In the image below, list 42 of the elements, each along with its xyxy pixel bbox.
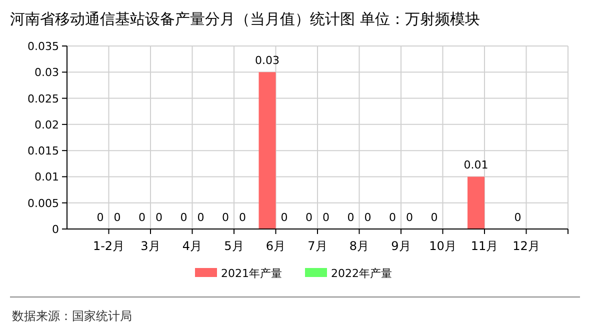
x-tick-label: 7月 bbox=[308, 239, 328, 253]
data-label: 0.01 bbox=[464, 158, 488, 172]
data-label: 0 bbox=[96, 211, 104, 224]
data-label: 0 bbox=[306, 211, 312, 224]
x-tick-label: 11月 bbox=[470, 239, 498, 253]
data-label: 0 bbox=[322, 211, 330, 224]
data-label: 0 bbox=[222, 211, 229, 224]
x-tick-label: 10月 bbox=[429, 239, 456, 253]
data-label: 0 bbox=[156, 211, 162, 224]
x-tick-label: 4月 bbox=[182, 239, 202, 253]
chart-title: 河南省移动通信基站设备产量分月（当月值）统计图 单位：万射频模块 bbox=[10, 10, 480, 28]
data-label: 0 bbox=[197, 211, 204, 224]
data-label: 0 bbox=[114, 211, 121, 224]
data-label: 0.03 bbox=[255, 54, 280, 68]
y-tick-label: 0.025 bbox=[28, 92, 59, 106]
legend-label: 2022年产量 bbox=[331, 267, 392, 280]
x-tick-label: 3月 bbox=[140, 239, 160, 253]
x-tick-label: 5月 bbox=[224, 239, 244, 253]
data-label: 0 bbox=[347, 211, 354, 224]
x-tick-label: 9月 bbox=[391, 239, 411, 253]
data-label: 0 bbox=[180, 211, 188, 224]
y-tick-label: 0.01 bbox=[34, 170, 59, 184]
x-tick-label: 8月 bbox=[349, 239, 370, 253]
x-tick-label: 1-2月 bbox=[92, 239, 125, 253]
y-tick-label: 0.035 bbox=[28, 40, 59, 53]
data-label: 0 bbox=[389, 211, 396, 224]
y-tick-label: 0 bbox=[52, 223, 59, 236]
data-label: 0 bbox=[138, 211, 146, 224]
data-label: 0 bbox=[406, 211, 413, 224]
legend-label: 2021年产量 bbox=[221, 267, 282, 280]
data-label: 0 bbox=[514, 211, 522, 224]
source-note: 数据来源：国家统计局 bbox=[12, 309, 132, 323]
y-tick-label: 0.005 bbox=[28, 196, 59, 210]
y-tick-label: 0.03 bbox=[34, 66, 59, 80]
x-tick-label: 6月 bbox=[266, 239, 286, 253]
data-label: 0 bbox=[239, 211, 246, 224]
data-label: 0 bbox=[430, 211, 438, 224]
data-label: 0 bbox=[280, 211, 288, 224]
y-tick-label: 0.02 bbox=[34, 118, 59, 132]
y-tick-label: 0.015 bbox=[28, 144, 59, 158]
data-label: 0 bbox=[364, 211, 372, 224]
x-tick-label: 12月 bbox=[512, 239, 540, 253]
